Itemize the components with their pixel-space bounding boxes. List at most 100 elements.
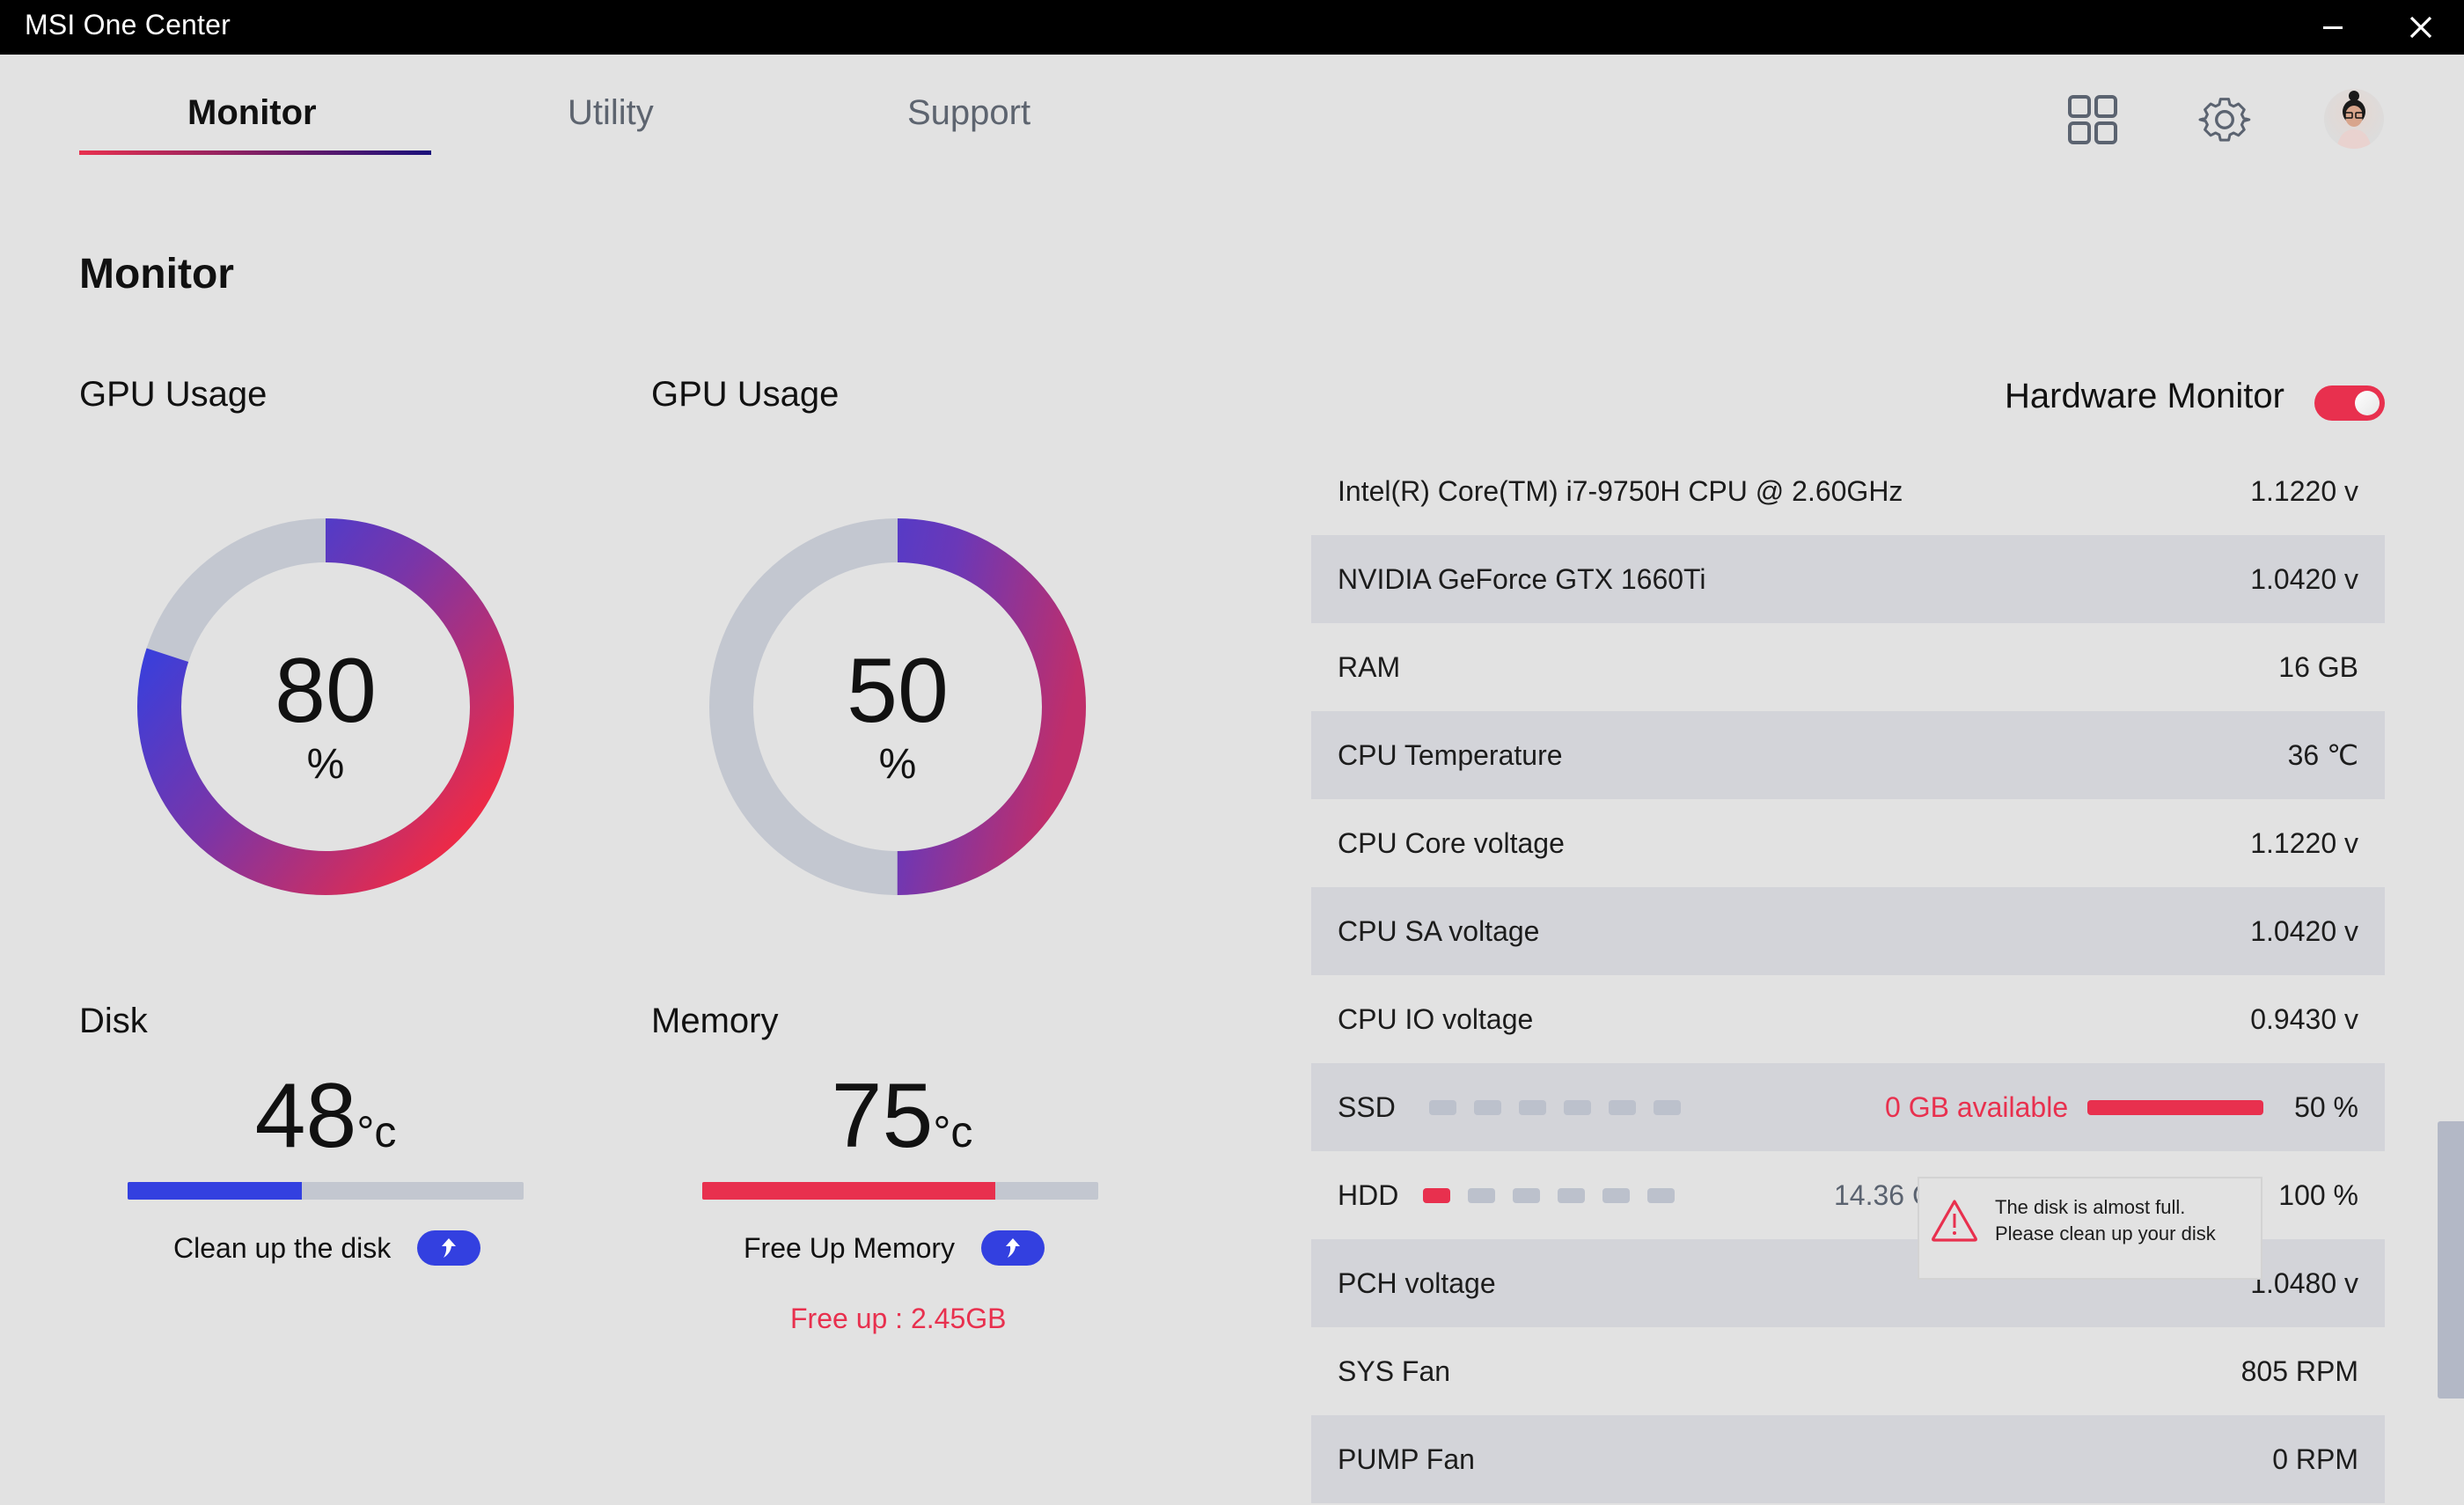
free-up-memory-go[interactable] bbox=[981, 1230, 1045, 1266]
disk-label: Disk bbox=[79, 1002, 148, 1040]
gpu-usage-gauge-2: 50 % bbox=[708, 518, 1087, 896]
hw-value: 1.1220 v bbox=[2250, 826, 2358, 859]
arrow-up-icon bbox=[442, 1238, 457, 1258]
capacity-block bbox=[1563, 1099, 1591, 1115]
hw-row-pump-fan: PUMP Fan 0 RPM bbox=[1311, 1415, 2385, 1503]
tooltip-line-2: Please clean up your disk bbox=[1995, 1222, 2216, 1244]
hw-row-cpu-sa-voltage: CPU SA voltage 1.0420 v bbox=[1311, 887, 2385, 975]
active-tab-indicator bbox=[79, 150, 431, 155]
disk-temp-value: 48 bbox=[254, 1065, 357, 1167]
user-avatar-icon bbox=[2336, 91, 2372, 149]
hw-name: HDD bbox=[1338, 1178, 1399, 1211]
disk-full-tooltip: The disk is almost full. Please clean up… bbox=[1918, 1177, 2262, 1280]
toggle-knob bbox=[2355, 391, 2380, 415]
tooltip-line-1: The disk is almost full. bbox=[1995, 1195, 2186, 1218]
hw-row-cpu-core-voltage: CPU Core voltage 1.1220 v bbox=[1311, 799, 2385, 887]
hardware-monitor-label: Hardware Monitor bbox=[2005, 377, 2284, 415]
hw-row-gpu: NVIDIA GeForce GTX 1660Ti 1.0420 v bbox=[1311, 535, 2385, 623]
donut-chart bbox=[137, 518, 514, 895]
hw-name: SSD bbox=[1338, 1090, 1396, 1123]
hw-name: RAM bbox=[1338, 650, 1401, 683]
hdd-capacity-blocks bbox=[1423, 1187, 1676, 1203]
hw-value: 50 % bbox=[2294, 1090, 2358, 1123]
hw-value: 0 RPM bbox=[2272, 1443, 2358, 1475]
free-up-memory-label: Free Up Memory bbox=[744, 1231, 956, 1264]
avatar[interactable] bbox=[2324, 89, 2384, 149]
hw-value: 100 % bbox=[2278, 1178, 2358, 1211]
hw-row-sys-fan: SYS Fan 805 RPM bbox=[1311, 1327, 2385, 1415]
hw-value: 1.0480 v bbox=[2250, 1266, 2358, 1299]
hw-row-cpu-io-voltage: CPU IO voltage 0.9430 v bbox=[1311, 975, 2385, 1063]
hw-value: 1.1220 v bbox=[2250, 474, 2358, 507]
clean-up-disk-button[interactable]: Clean up the disk bbox=[173, 1230, 481, 1266]
hw-name: CPU IO voltage bbox=[1338, 1002, 1534, 1035]
window-title: MSI One Center bbox=[25, 9, 231, 40]
capacity-block bbox=[1608, 1099, 1636, 1115]
gpu-usage-unit-1: % bbox=[306, 741, 345, 788]
hw-value: 16 GB bbox=[2278, 650, 2358, 683]
hw-row-ram: RAM 16 GB bbox=[1311, 623, 2385, 711]
disk-usage-bar bbox=[128, 1182, 524, 1200]
warning-icon bbox=[1932, 1199, 1977, 1242]
disk-temp-unit: °c bbox=[356, 1107, 397, 1156]
hw-value: 36 ℃ bbox=[2287, 739, 2358, 771]
disk-usage-fill bbox=[128, 1182, 302, 1200]
settings-button[interactable] bbox=[2196, 92, 2253, 148]
capacity-block bbox=[1423, 1187, 1451, 1203]
hw-name: Intel(R) Core(TM) i7-9750H CPU @ 2.60GHz bbox=[1338, 474, 1903, 507]
memory-temp-value: 75 bbox=[831, 1065, 934, 1167]
arrow-up-icon bbox=[1006, 1238, 1021, 1258]
hw-value: 0.9430 v bbox=[2250, 1002, 2358, 1035]
gpu-usage-value-2: 50 bbox=[847, 640, 949, 742]
capacity-block bbox=[1473, 1099, 1501, 1115]
minimize-icon bbox=[2323, 26, 2343, 29]
gpu-usage-value-1: 80 bbox=[275, 640, 377, 742]
gpu-usage-label-2: GPU Usage bbox=[651, 375, 840, 414]
tab-utility[interactable]: Utility bbox=[568, 93, 654, 132]
hardware-list: Intel(R) Core(TM) i7-9750H CPU @ 2.60GHz… bbox=[1311, 447, 2385, 1503]
ssd-capacity-blocks bbox=[1428, 1099, 1681, 1115]
disk-temperature: 48°c bbox=[123, 1070, 528, 1162]
capacity-block bbox=[1518, 1099, 1546, 1115]
capacity-block bbox=[1428, 1099, 1456, 1115]
memory-temperature: 75°c bbox=[700, 1070, 1104, 1162]
hw-name: SYS Fan bbox=[1338, 1354, 1451, 1387]
memory-label: Memory bbox=[651, 1002, 779, 1040]
free-up-amount: Free up : 2.45GB bbox=[790, 1303, 1007, 1334]
gear-icon bbox=[2198, 98, 2251, 142]
capacity-block bbox=[1558, 1187, 1586, 1203]
capacity-block bbox=[1647, 1187, 1676, 1203]
gpu-usage-label-1: GPU Usage bbox=[79, 375, 268, 414]
hw-value: 805 RPM bbox=[2240, 1354, 2358, 1387]
grid-icon bbox=[2068, 95, 2117, 144]
hw-value: 1.0420 v bbox=[2250, 914, 2358, 947]
ssd-capacity-bar bbox=[2087, 1100, 2263, 1115]
capacity-block bbox=[1653, 1099, 1681, 1115]
free-up-memory-button[interactable]: Free Up Memory bbox=[744, 1230, 1045, 1266]
close-icon bbox=[2409, 16, 2432, 39]
hw-name: NVIDIA GeForce GTX 1660Ti bbox=[1338, 562, 1706, 595]
tab-support[interactable]: Support bbox=[907, 93, 1031, 132]
ssd-available: 0 GB available bbox=[1885, 1090, 2069, 1123]
memory-usage-fill bbox=[702, 1182, 995, 1200]
hw-row-pch-voltage: PCH voltage 1.0480 v bbox=[1311, 1239, 2385, 1327]
apps-grid-button[interactable] bbox=[2064, 92, 2121, 148]
hw-name: PUMP Fan bbox=[1338, 1443, 1475, 1475]
memory-usage-bar bbox=[702, 1182, 1098, 1200]
hw-value: 1.0420 v bbox=[2250, 562, 2358, 595]
gpu-usage-gauge-1: 80 % bbox=[136, 518, 515, 896]
clean-up-disk-label: Clean up the disk bbox=[173, 1231, 392, 1264]
minimize-button[interactable] bbox=[2302, 0, 2364, 55]
close-button[interactable] bbox=[2390, 0, 2452, 55]
hw-name: CPU Core voltage bbox=[1338, 826, 1565, 859]
memory-temp-unit: °c bbox=[933, 1107, 973, 1156]
capacity-block bbox=[1468, 1187, 1496, 1203]
page-title: Monitor bbox=[79, 251, 234, 297]
capacity-block bbox=[1602, 1187, 1631, 1203]
title-bar: MSI One Center bbox=[0, 0, 2464, 55]
hardware-monitor-toggle[interactable] bbox=[2314, 385, 2385, 421]
hw-name: PCH voltage bbox=[1338, 1266, 1496, 1299]
scrollbar-thumb[interactable] bbox=[2438, 1121, 2464, 1399]
clean-up-disk-go[interactable] bbox=[417, 1230, 481, 1266]
tab-monitor[interactable]: Monitor bbox=[187, 93, 317, 132]
